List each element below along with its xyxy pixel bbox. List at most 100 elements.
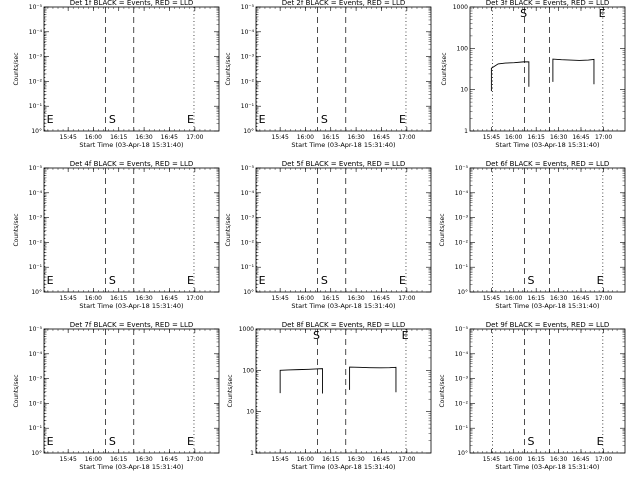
x-tick-label: 15:45 [483,295,500,302]
y-tick-label: 10⁻¹ [29,103,43,110]
y-tick-label: 10⁻² [455,400,469,407]
y-tick-label: 10⁻¹ [241,103,255,110]
y-tick-label: 10⁻² [29,239,43,246]
x-axis-label: Start Time (03-Apr-18 15:31:40) [79,141,183,149]
y-tick-label: 10⁻⁵ [241,4,255,11]
y-tick-label: 10⁻⁵ [455,326,469,333]
panel-title: Det 8f BLACK = Events, RED = LLD [282,321,405,329]
x-tick-label: 17:00 [186,134,203,141]
x-tick-label: 16:30 [347,456,364,463]
x-tick-label: 17:00 [595,456,612,463]
panel-det-9: Det 9f BLACK = Events, RED = LLD 10° 10⁻¹ 1… [439,321,626,471]
y-axis-label: Counts/sec [225,52,232,85]
panel-det-4: Det 4f BLACK = Events, RED = LLD 10° 10⁻¹ 1… [13,160,220,310]
y-tick-label: 100 [243,367,255,374]
x-tick-label: 16:45 [161,456,178,463]
x-axis-label: Start Time (03-Apr-18 15:31:40) [291,302,395,310]
x-tick-label: 16:15 [322,134,339,141]
y-tick-label: 10⁻² [241,78,255,85]
panel-title: Det 3f BLACK = Events, RED = LLD [486,0,609,7]
y-tick-label: 10 [246,409,254,416]
x-tick-label: 16:15 [528,456,545,463]
y-tick-label: 10⁻¹ [455,425,469,432]
x-tick-label: 17:00 [398,295,415,302]
x-tick-label: 16:45 [572,134,589,141]
x-tick-label: 17:00 [186,295,203,302]
marker-letter: S [321,274,328,287]
panel-title: Det 9f BLACK = Events, RED = LLD [486,321,609,329]
x-tick-label: 15:45 [60,456,77,463]
y-tick-label: 10⁻³ [241,215,255,222]
x-tick-label: 15:45 [483,456,500,463]
y-tick-label: 10⁻⁵ [29,4,43,11]
y-tick-label: 10⁻⁴ [455,190,469,197]
x-tick-label: 16:30 [135,295,152,302]
events-series-line [490,61,530,92]
x-tick-label: 16:15 [322,456,339,463]
y-tick-label: 1 [464,128,468,135]
y-tick-label: 10⁻² [241,239,255,246]
y-axis-label: Counts/sec [13,374,20,407]
x-tick-label: 16:00 [297,295,314,302]
panel-title: Det 6f BLACK = Events, RED = LLD [486,160,609,168]
y-tick-label: 10° [457,450,468,457]
y-tick-label: 10° [457,289,468,296]
panel-title: Det 4f BLACK = Events, RED = LLD [70,160,193,168]
marker-letter: E [47,113,54,126]
y-axis-label: Counts/sec [227,374,234,407]
x-tick-label: 16:30 [347,295,364,302]
marker-letter: E [259,274,266,287]
plot-frame [469,167,626,293]
x-tick-label: 16:00 [505,134,522,141]
plot-frame [255,328,432,454]
y-tick-label: 1000 [239,326,254,333]
marker-letter: E [597,274,604,287]
y-axis-label: Counts/sec [439,213,446,246]
x-axis-label: Start Time (03-Apr-18 15:31:40) [495,302,599,310]
y-tick-label: 10⁻⁴ [29,29,43,36]
x-tick-label: 15:45 [272,456,289,463]
marker-letter: S [528,274,535,287]
y-axis-label: Counts/sec [225,213,232,246]
x-axis-label: Start Time (03-Apr-18 15:31:40) [495,463,599,471]
y-tick-label: 100 [457,45,469,52]
x-tick-label: 16:45 [161,295,178,302]
y-tick-label: 10⁻⁴ [29,190,43,197]
marker-letter: E [187,113,194,126]
y-tick-label: 10⁻² [455,239,469,246]
x-tick-label: 16:45 [373,456,390,463]
panel-det-3: Det 3f BLACK = Events, RED = LLD 1 10 100 10… [441,0,626,149]
marker-letter: E [187,274,194,287]
x-tick-label: 16:30 [135,456,152,463]
y-tick-label: 10⁻³ [29,215,43,222]
y-tick-label: 10⁻² [29,400,43,407]
y-tick-label: 10⁻¹ [241,264,255,271]
y-axis-label: Counts/sec [439,374,446,407]
marker-letter: S [109,113,116,126]
x-tick-label: 16:15 [322,295,339,302]
y-tick-label: 10⁻⁵ [29,326,43,333]
marker-letter: E [47,435,54,448]
x-tick-label: 16:15 [110,295,127,302]
x-tick-label: 16:30 [347,134,364,141]
events-series-line [349,366,397,393]
panel-det-6: Det 6f BLACK = Events, RED = LLD 10° 10⁻¹ 1… [439,160,626,310]
x-axis-label: Start Time (03-Apr-18 15:31:40) [291,141,395,149]
y-tick-label: 10° [31,450,42,457]
x-tick-label: 17:00 [398,134,415,141]
panel-det-8: Det 8f BLACK = Events, RED = LLD 1 10 100 10… [227,321,432,471]
x-axis-label: Start Time (03-Apr-18 15:31:40) [291,463,395,471]
marker-letter: E [187,435,194,448]
plot-frame [255,167,432,293]
x-tick-label: 16:30 [550,456,567,463]
x-tick-label: 15:45 [60,134,77,141]
y-tick-label: 10⁻¹ [29,264,43,271]
x-tick-label: 16:15 [528,134,545,141]
panel-det-2: Det 2f BLACK = Events, RED = LLD 10° 10⁻¹ 1… [225,0,432,149]
plot-frame [43,328,220,454]
x-tick-label: 16:45 [572,295,589,302]
x-tick-label: 17:00 [595,134,612,141]
y-tick-label: 1000 [453,4,468,11]
x-tick-label: 16:00 [297,456,314,463]
y-tick-label: 10⁻³ [455,215,469,222]
